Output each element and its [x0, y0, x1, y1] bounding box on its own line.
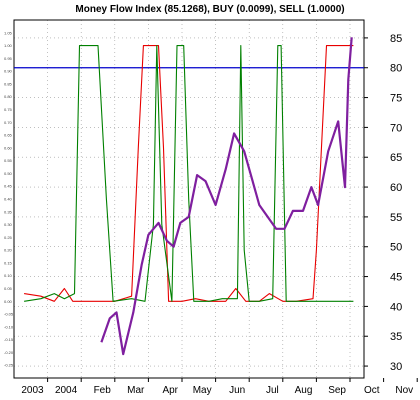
left-tick-label: -0.15: [4, 337, 14, 342]
x-tick-label: Feb: [94, 385, 112, 396]
x-tick-label: 2003: [21, 385, 44, 396]
x-tick-label: 2004: [55, 385, 78, 396]
left-tick-label: 0.25: [4, 235, 13, 240]
left-tick-label: 0.05: [4, 286, 13, 291]
x-tick-label: Aug: [295, 385, 313, 396]
x-tick-label: Apr: [162, 385, 178, 396]
left-axis: 1.05 1.00 0.95 0.90 0.85 0.80 0.75 0.70 0.65 0.60…: [4, 30, 14, 367]
right-axis: 30 35 40 45 50 55 60 65 70 75 80 85: [364, 33, 402, 373]
left-tick-label: 0.95: [4, 56, 13, 61]
left-tick-label: 0.45: [4, 184, 13, 189]
left-tick-label: 1.05: [4, 30, 13, 35]
right-tick-label: 85: [390, 33, 402, 45]
left-tick-label: -0.10: [4, 324, 14, 329]
left-tick-label: 0.70: [4, 120, 13, 125]
right-tick-label: 80: [390, 63, 402, 75]
left-tick-label: 0.85: [4, 81, 13, 86]
left-tick-label: 0.35: [4, 209, 13, 214]
left-tick-label: 0.65: [4, 133, 13, 138]
x-tick-label: Mar: [127, 385, 145, 396]
left-tick-label: 0.50: [4, 171, 13, 176]
series-line-mfi: [100, 37, 353, 356]
left-tick-label: 0.80: [4, 94, 13, 99]
right-tick-label: 45: [390, 272, 402, 284]
left-tick-label: 0.40: [4, 197, 13, 202]
left-tick-label: -0.05: [4, 312, 14, 317]
x-tick-label: Oct: [364, 385, 380, 396]
series-line-signal: [24, 45, 354, 302]
right-tick-label: 50: [390, 242, 402, 254]
right-tick-label: 30: [390, 361, 402, 373]
chart-title: Money Flow Index (85.1268), BUY (0.0099)…: [75, 4, 344, 15]
left-tick-label: 0.55: [4, 158, 13, 163]
left-tick-label: 0.00: [4, 299, 13, 304]
right-tick-label: 70: [390, 122, 402, 134]
left-tick-label: 0.10: [4, 273, 13, 278]
x-tick-label: Jul: [266, 385, 279, 396]
left-tick-label: -0.20: [4, 350, 14, 355]
right-tick-label: 40: [390, 301, 402, 313]
x-axis: 20032004FebMarAprMayJunJulAugSepOctNovDe…: [21, 378, 418, 396]
right-tick-label: 65: [390, 152, 402, 164]
x-tick-label: Sep: [328, 385, 346, 396]
left-tick-label: 0.20: [4, 248, 13, 253]
left-tick-label: 0.30: [4, 222, 13, 227]
left-tick-label: -0.25: [4, 363, 14, 368]
left-tick-label: 0.15: [4, 260, 13, 265]
right-tick-label: 60: [390, 182, 402, 194]
left-tick-label: 1.00: [4, 43, 13, 48]
x-tick-label: Jun: [229, 385, 245, 396]
right-tick-label: 75: [390, 93, 402, 105]
x-tick-label: May: [193, 385, 212, 396]
x-tick-label: Nov: [395, 385, 413, 396]
right-tick-label: 35: [390, 331, 402, 343]
plot-frame: [13, 19, 365, 379]
left-tick-label: 0.60: [4, 145, 13, 150]
left-tick-label: 0.75: [4, 107, 13, 112]
series-line-signal: [24, 45, 354, 302]
left-tick-label: 0.90: [4, 69, 13, 74]
right-tick-label: 55: [390, 212, 402, 224]
series-layer: [24, 37, 354, 356]
